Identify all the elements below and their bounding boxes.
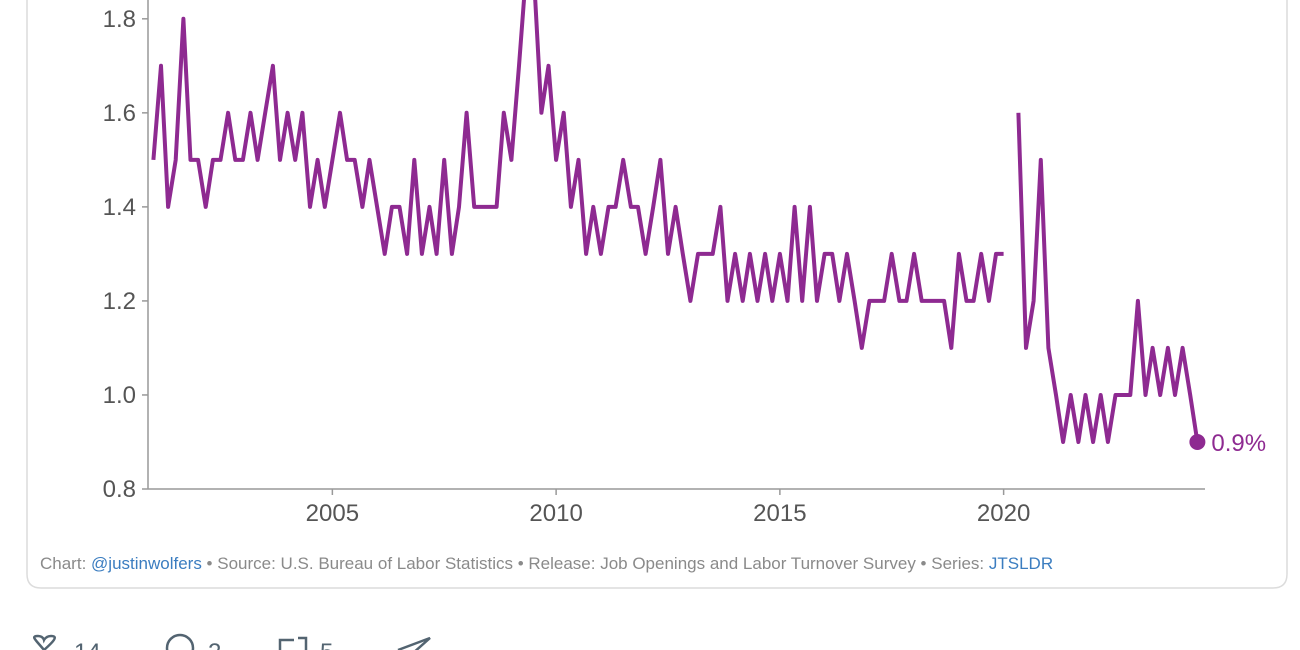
footer-text: • Source: U.S. Bureau of Labor Statistic…: [202, 554, 989, 573]
share-icon[interactable]: [397, 636, 431, 650]
repost-icon[interactable]: [278, 636, 308, 650]
y-tick-label: 1.6: [103, 100, 136, 127]
y-tick-label: 1.0: [103, 382, 136, 409]
series-line: [151, 0, 1200, 444]
reply-count: 2: [208, 639, 221, 650]
reply-icon[interactable]: [165, 633, 195, 650]
y-tick-label: 1.4: [103, 194, 136, 221]
author-link[interactable]: @justinwolfers: [91, 554, 202, 573]
y-tick-label: 1.2: [103, 288, 136, 315]
repost-count: 5: [320, 639, 333, 650]
series-link[interactable]: JTSLDR: [989, 554, 1053, 573]
like-icon[interactable]: [33, 634, 56, 650]
footer-text: Chart:: [40, 554, 91, 573]
y-tick-label: 0.8: [103, 476, 136, 503]
like-count: 14: [74, 639, 101, 650]
x-tick-label: 2015: [753, 500, 806, 527]
x-tick-label: 2005: [306, 500, 359, 527]
x-tick-label: 2020: [977, 500, 1030, 527]
x-tick-label: 2010: [529, 500, 582, 527]
end-label: 0.9%: [1211, 430, 1266, 457]
y-tick-label: 1.8: [103, 6, 136, 33]
chart-footer: Chart: @justinwolfers • Source: U.S. Bur…: [40, 554, 1053, 573]
card-border: [26, 0, 1288, 589]
end-point: [1189, 433, 1206, 450]
action-bar: [33, 633, 431, 650]
